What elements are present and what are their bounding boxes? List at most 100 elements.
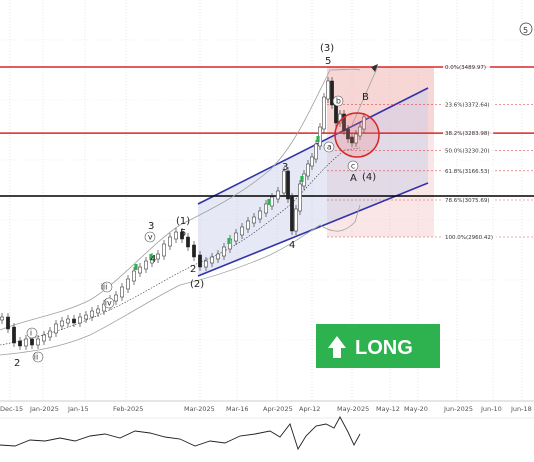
- green-candle: [227, 238, 231, 244]
- lower-band: [0, 204, 361, 356]
- candle-body: [186, 236, 190, 248]
- candle-body: [24, 338, 28, 347]
- green-candle: [134, 264, 138, 270]
- wave-small-label: b: [336, 97, 341, 106]
- fib-label-bg: [443, 100, 494, 109]
- candle-body: [144, 260, 148, 270]
- corner-wave-label: 5: [523, 26, 528, 35]
- target-circle: [334, 112, 380, 158]
- candle-body: [180, 231, 184, 240]
- corner-wave-circle: [519, 22, 533, 36]
- wave-label: 4: [150, 254, 156, 265]
- wave-small-label: ii: [34, 353, 38, 362]
- candle-body: [210, 256, 214, 264]
- projection-line: [351, 65, 379, 126]
- candle-body: [54, 323, 58, 334]
- wave-small-label: v: [148, 233, 153, 242]
- candle-body: [342, 113, 346, 132]
- fib-label-bg: [443, 63, 490, 71]
- wave-small-circle: [323, 141, 335, 153]
- candle-body: [72, 318, 76, 324]
- date-label: Jan-15: [67, 405, 89, 413]
- channel-upper-line: [197, 87, 429, 205]
- wave-small-label: a: [327, 143, 332, 152]
- green-candle: [316, 136, 320, 142]
- candle-body: [96, 308, 100, 314]
- wave-label: B: [362, 92, 369, 103]
- candle-body: [66, 318, 70, 324]
- candle-body: [84, 314, 88, 320]
- fib-label: 0.0%(3489.97): [445, 65, 486, 71]
- candle-body: [120, 286, 124, 298]
- candle-body: [222, 246, 226, 257]
- wave-small-label: i: [30, 329, 32, 338]
- wave-label: (3): [320, 43, 334, 54]
- candle-body: [204, 260, 208, 268]
- wave-small-label: iv: [105, 299, 112, 308]
- candle-body: [42, 334, 46, 342]
- oscillator-panel: [0, 416, 534, 451]
- candle-body: [162, 243, 166, 257]
- candle-body: [358, 126, 362, 137]
- wave-label: (4): [362, 172, 376, 183]
- green-candle: [267, 199, 271, 205]
- candle-body: [90, 310, 94, 318]
- date-label: Apr-2025: [263, 405, 293, 413]
- date-label: Apr-12: [299, 405, 320, 413]
- candle-body: [264, 203, 268, 214]
- projection-area: [327, 67, 434, 237]
- wave-small-circle: [332, 95, 344, 107]
- candle-body: [6, 316, 10, 330]
- candle-body: [290, 196, 294, 232]
- candle-body: [138, 266, 142, 274]
- wave-small-circle: [144, 231, 156, 243]
- candle-body: [126, 278, 130, 290]
- candle-body: [322, 96, 326, 130]
- candle-body: [354, 133, 358, 144]
- date-label: May-2025: [337, 405, 369, 413]
- fib-label-bg: [443, 146, 494, 155]
- candle-body: [192, 244, 196, 258]
- wave-small-label: c: [351, 162, 355, 171]
- fib-label: 23.6%(3372.64): [445, 103, 490, 109]
- date-label: Jun-18: [510, 405, 532, 413]
- candle-body: [18, 340, 22, 347]
- wave-small-circle: [32, 351, 44, 363]
- candle-body: [78, 316, 82, 324]
- date-label: Jan-2025: [29, 405, 59, 413]
- date-label: Jun-2025: [443, 405, 473, 413]
- channel-fill: [198, 88, 428, 276]
- date-label: Feb-2025: [113, 405, 143, 413]
- wave-label: 3: [148, 221, 154, 232]
- date-label: Mar-2025: [184, 405, 215, 413]
- candle-body: [246, 220, 250, 230]
- date-label: Dec-15: [0, 405, 23, 413]
- candle-body: [276, 190, 280, 200]
- candle-body: [216, 253, 220, 260]
- wave-small-label: iii: [101, 283, 108, 292]
- candle-body: [234, 232, 238, 242]
- candle-body: [282, 170, 286, 194]
- candle-body: [240, 226, 244, 236]
- candle-body: [286, 170, 290, 200]
- candle-body: [114, 294, 118, 302]
- wave-label: (2): [190, 279, 204, 290]
- oscillator-line: [0, 416, 361, 451]
- candle-body: [36, 338, 40, 346]
- arrow-up-icon: [328, 336, 346, 358]
- fib-levels: 0.0%(3489.97) 23.6%(3372.64) 38.2%(3283.98…: [0, 63, 534, 241]
- fib-label-bg: [443, 195, 494, 204]
- date-label: Mar-16: [226, 405, 248, 413]
- projection-box: [327, 67, 434, 237]
- candle-body: [310, 156, 314, 167]
- fib-label-bg: [443, 166, 494, 175]
- wave-label: 2: [190, 264, 196, 275]
- wave-small-circle: [101, 281, 113, 293]
- fib-label: 50.0%(3230.20): [445, 148, 490, 154]
- upper-band: [0, 68, 361, 331]
- fib-label-bg: [443, 129, 494, 138]
- green-candle: [300, 176, 304, 182]
- candle-body: [314, 143, 318, 160]
